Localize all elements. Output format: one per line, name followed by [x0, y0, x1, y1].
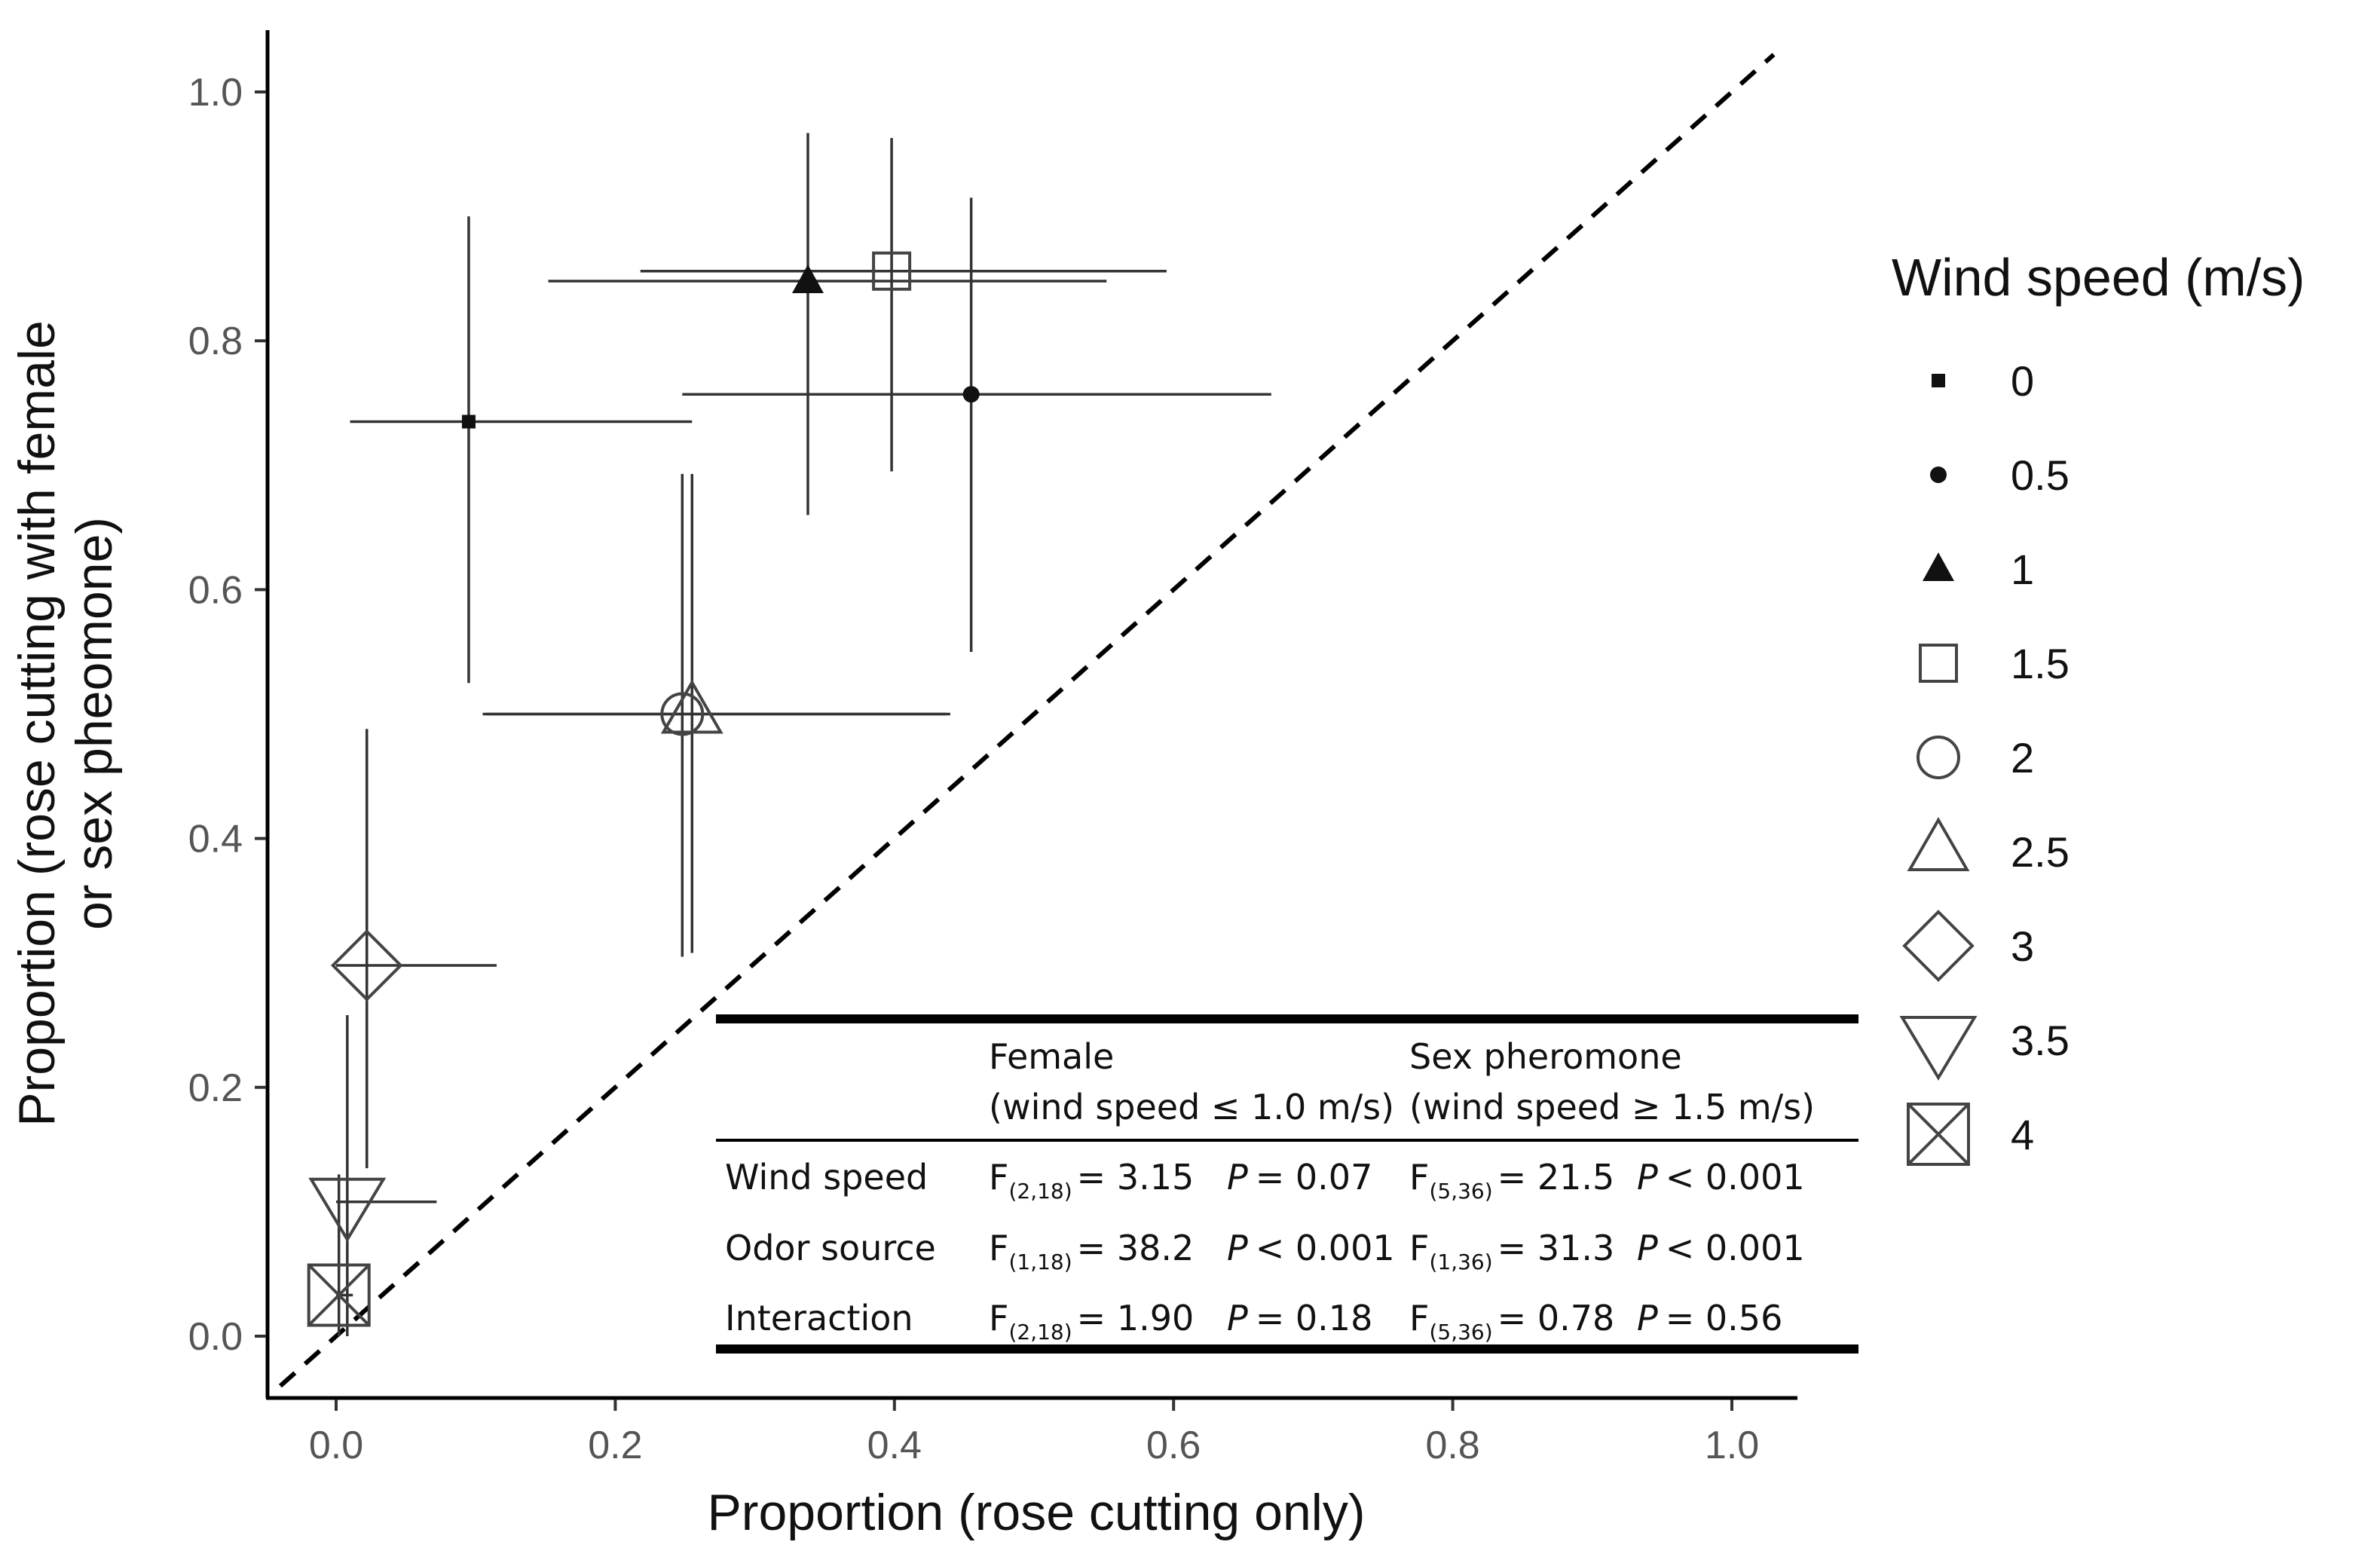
- marker-crossed-square-line: [1907, 1103, 1970, 1166]
- f-pheromone: F(1,36) = 31.3: [1409, 1228, 1614, 1274]
- y-tick-label: 1.0: [188, 71, 243, 115]
- legend-label: 0: [2011, 357, 2034, 405]
- legend: 0 0.5 1 1.5 2 2.5 3 3.5 4: [1899, 357, 2069, 1166]
- y-tick-label: 0.4: [188, 818, 243, 861]
- x-tick-label: 0.0: [309, 1424, 363, 1467]
- marker-crossed-square-box: [307, 1263, 371, 1327]
- marker-circle-open: [660, 692, 705, 736]
- table-header-female: Female: [989, 1036, 1114, 1077]
- legend-label: 1.5: [2011, 640, 2069, 687]
- x-tick-label: 0.8: [1425, 1424, 1479, 1467]
- marker-triangle-filled: [791, 264, 824, 293]
- p-pheromone: P < 0.001: [1637, 1157, 1805, 1198]
- p-pheromone: P < 0.001: [1637, 1228, 1805, 1268]
- marker-crossed-square-box: [1907, 1103, 1970, 1166]
- f-female: F(1,18) = 38.2: [989, 1228, 1194, 1274]
- row-label: Odor source: [725, 1228, 936, 1268]
- legend-label: 4: [2011, 1111, 2034, 1158]
- legend-label: 2.5: [2011, 828, 2069, 876]
- p-female: P = 0.07: [1227, 1157, 1372, 1198]
- table-row-odor-source: Odor source F(1,18) = 38.2 P < 0.001 F(1,3…: [725, 1228, 1805, 1274]
- marker-crossed-square: [307, 1263, 371, 1327]
- y-axis-title-line-1: Proportion (rose cutting with female: [8, 320, 66, 1127]
- axis-ticks: 0.0 0.2 0.4 0.6 0.8 1.0 0.0 0.2 0.4 0.6 0.8 1.0: [188, 71, 1759, 1467]
- legend-title: Wind speed (m/s): [1892, 248, 2305, 307]
- marker-inverted-triangle-open: [1899, 1016, 1978, 1081]
- y-tick-label: 0.0: [188, 1315, 243, 1359]
- row-label: Wind speed: [725, 1157, 928, 1198]
- f-female: F(2,18) = 3.15: [989, 1157, 1194, 1204]
- marker-crossed-square-line: [307, 1264, 371, 1326]
- marker-triangle-open: [660, 679, 723, 734]
- marker-diamond-open: [1902, 910, 1975, 982]
- legend-label: 0.5: [2011, 451, 2069, 499]
- y-axis-title-line-2: or sex pheomone): [66, 517, 123, 930]
- x-tick-label: 1.0: [1705, 1424, 1759, 1467]
- marker-square-open: [872, 251, 912, 291]
- table-header-female-condition: (wind speed ≤ 1.0 m/s): [989, 1087, 1394, 1127]
- marker-diamond-open: [330, 929, 403, 1002]
- f-female: F(2,18) = 1.90: [989, 1298, 1194, 1344]
- f-pheromone: F(5,36) = 21.5: [1409, 1157, 1614, 1204]
- marker-triangle-open: [1907, 816, 1970, 871]
- table-header-pheromone-condition: (wind speed ≥ 1.5 m/s): [1409, 1087, 1815, 1127]
- marker-square-filled: [461, 414, 476, 429]
- stats-table: Female (wind speed ≤ 1.0 m/s) Sex pherom…: [716, 1014, 1858, 1354]
- table-header-pheromone: Sex pheromone: [1409, 1036, 1682, 1077]
- x-tick-label: 0.6: [1146, 1424, 1201, 1467]
- x-tick-label: 0.4: [867, 1424, 922, 1467]
- reference-diagonal-line: [278, 53, 1776, 1388]
- error-bars: [336, 133, 1271, 1336]
- marker-circle-open: [1917, 736, 1960, 779]
- p-female: P = 0.18: [1227, 1298, 1372, 1338]
- legend-label: 3: [2011, 922, 2034, 970]
- y-tick-label: 0.6: [188, 568, 243, 612]
- marker-inverted-triangle-open: [308, 1177, 387, 1243]
- x-tick-label: 0.2: [588, 1424, 642, 1467]
- legend-label: 3.5: [2011, 1017, 2069, 1064]
- x-axis-title: Proportion (rose cutting only): [707, 1484, 1365, 1541]
- legend-label: 2: [2011, 734, 2034, 782]
- table-row-wind-speed: Wind speed F(2,18) = 3.15 P = 0.07 F(5,36)…: [725, 1157, 1805, 1204]
- f-pheromone: F(5,36) = 0.78: [1409, 1298, 1614, 1344]
- marker-crossed-square: [1907, 1103, 1970, 1166]
- marker-square-open: [1919, 644, 1958, 683]
- y-tick-label: 0.8: [188, 320, 243, 363]
- data-points: [307, 251, 980, 1327]
- p-female: P < 0.001: [1227, 1228, 1395, 1268]
- row-label: Interaction: [725, 1298, 913, 1338]
- p-pheromone: P = 0.56: [1637, 1298, 1782, 1338]
- legend-label: 1: [2011, 546, 2034, 593]
- marker-triangle-filled: [1923, 552, 1954, 581]
- table-row-interaction: Interaction F(2,18) = 1.90 P = 0.18 F(5,36…: [725, 1298, 1782, 1344]
- marker-circle-filled: [1930, 466, 1947, 483]
- marker-circle-filled: [962, 386, 980, 403]
- y-tick-label: 0.2: [188, 1066, 243, 1110]
- marker-square-filled: [1932, 374, 1945, 387]
